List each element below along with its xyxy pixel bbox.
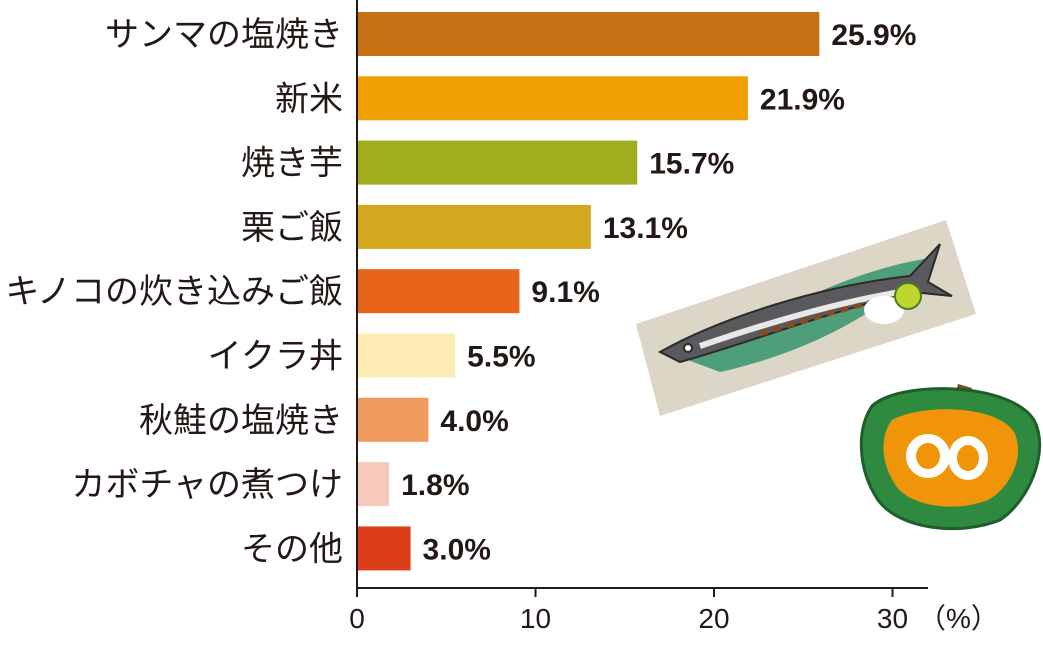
- category-label: 秋鮭の塩焼き: [139, 401, 343, 441]
- x-tick-label: 20: [698, 603, 729, 634]
- bar-1: [357, 12, 820, 56]
- bar-2: [357, 76, 748, 121]
- saury-illustration: [636, 220, 976, 416]
- x-tick-label: 10: [520, 603, 551, 634]
- x-tick-label: 30: [877, 603, 908, 634]
- bar-6: [357, 333, 456, 378]
- x-axis-ticks: 0 10 20 30: [349, 588, 908, 634]
- bar-9: [357, 526, 411, 571]
- value-label: 21.9%: [760, 83, 845, 116]
- bar-7: [357, 397, 429, 442]
- value-label: 13.1%: [603, 212, 688, 245]
- value-label: 5.5%: [467, 341, 535, 374]
- category-label: 焼き芋: [241, 144, 343, 184]
- value-label: 25.9%: [831, 19, 916, 52]
- category-label: カボチャの煮つけ: [71, 465, 343, 505]
- bars-group: [357, 12, 820, 571]
- x-axis-unit: （%）: [918, 603, 999, 634]
- category-label: サンマの塩焼き: [105, 15, 343, 55]
- x-tick-label: 0: [349, 603, 365, 634]
- bar-5: [357, 269, 520, 314]
- bar-4: [357, 204, 591, 249]
- pumpkin-illustration: [859, 384, 1042, 531]
- category-label: イクラ丼: [208, 337, 343, 377]
- category-label: キノコの炊き込みご飯: [5, 272, 343, 312]
- bar-3: [357, 140, 638, 185]
- value-label: 4.0%: [440, 405, 508, 438]
- category-labels: サンマの塩焼き新米焼き芋栗ご飯キノコの炊き込みご飯イクラ丼秋鮭の塩焼きカボチャの…: [5, 15, 343, 569]
- value-label: 15.7%: [649, 148, 734, 181]
- value-label: 9.1%: [531, 276, 599, 309]
- value-labels: 25.9% 21.9% 15.7% 13.1%9.1% 5.5% 4.0% 1.8% 3.0%: [401, 19, 916, 566]
- category-label: 栗ご飯: [241, 208, 343, 248]
- category-label: その他: [241, 529, 343, 569]
- value-label: 1.8%: [401, 469, 469, 502]
- category-label: 新米: [275, 79, 343, 119]
- value-label: 3.0%: [423, 533, 491, 566]
- bar-8: [357, 462, 390, 507]
